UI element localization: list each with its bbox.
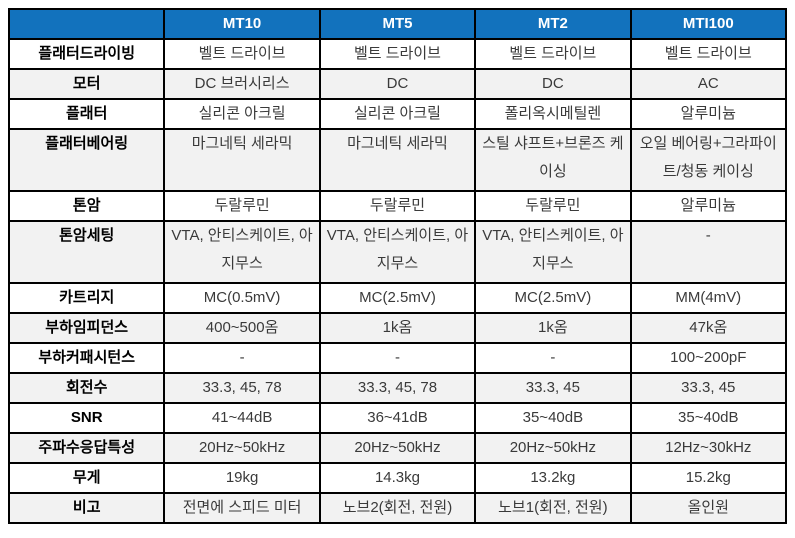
spec-cell: 마그네틱 세라믹 [318,128,477,192]
row-label-tonearm: 톤암 [7,190,166,222]
row-label-frequency-response: 주파수응답특성 [7,432,166,464]
spec-cell: DC 브러시리스 [163,68,321,100]
spec-cell: 400~500옴 [163,312,321,344]
row-label-snr: SNR [7,402,166,434]
spec-cell: 벨트 드라이브 [629,38,788,70]
row-label-weight: 무게 [7,462,166,494]
spec-cell: MC(2.5mV) [318,282,477,314]
spec-cell: 41~44dB [163,402,321,434]
table-row-snr: SNR 41~44dB 36~41dB 35~40dB 35~40dB [7,402,788,434]
table-row-platter-driving: 플래터드라이빙 벨트 드라이브 벨트 드라이브 벨트 드라이브 벨트 드라이브 [7,38,788,70]
spec-cell: 33.3, 45 [474,372,632,404]
spec-cell: 20Hz~50kHz [318,432,477,464]
table-row-weight: 무게 19kg 14.3kg 13.2kg 15.2kg [7,462,788,494]
spec-cell: DC [318,68,477,100]
table-row-load-impedance: 부하임피던스 400~500옴 1k옴 1k옴 47k옴 [7,312,788,344]
spec-cell: 스틸 샤프트+브론즈 케이싱 [474,128,632,192]
table-row-tonearm: 톤암 두랄루민 두랄루민 두랄루민 알루미늄 [7,190,788,222]
spec-cell: VTA, 안티스케이트, 아지무스 [474,220,632,284]
row-label-load-impedance: 부하임피던스 [7,312,166,344]
spec-cell: 33.3, 45, 78 [163,372,321,404]
spec-cell: - [163,342,321,374]
spec-cell: 20Hz~50kHz [163,432,321,464]
spec-cell: 1k옴 [318,312,477,344]
spec-cell: 15.2kg [629,462,788,494]
row-label-rpm: 회전수 [7,372,166,404]
spec-cell: 벨트 드라이브 [318,38,477,70]
header-row: MT10 MT5 MT2 MTI100 [7,8,788,40]
spec-cell: DC [474,68,632,100]
spec-cell: 전면에 스피드 미터 [163,492,321,524]
table-row-load-capacitance: 부하커패시턴스 - - - 100~200pF [7,342,788,374]
table-row-rpm: 회전수 33.3, 45, 78 33.3, 45, 78 33.3, 45 3… [7,372,788,404]
spec-cell: 33.3, 45, 78 [318,372,477,404]
spec-cell: 두랄루민 [474,190,632,222]
spec-cell: 35~40dB [474,402,632,434]
spec-cell: 알루미늄 [629,190,788,222]
column-header-mt10: MT10 [163,8,321,40]
spec-cell: MC(2.5mV) [474,282,632,314]
spec-comparison-table: MT10 MT5 MT2 MTI100 플래터드라이빙 벨트 드라이브 벨트 드… [7,8,788,524]
spec-cell: 33.3, 45 [629,372,788,404]
spec-cell: 벨트 드라이브 [163,38,321,70]
spec-cell: 실리콘 아크릴 [318,98,477,130]
spec-cell: - [629,220,788,284]
spec-cell: 100~200pF [629,342,788,374]
spec-cell: 1k옴 [474,312,632,344]
column-header-mt2: MT2 [474,8,632,40]
spec-cell: 마그네틱 세라믹 [163,128,321,192]
spec-cell: VTA, 안티스케이트, 아지무스 [163,220,321,284]
row-label-load-capacitance: 부하커패시턴스 [7,342,166,374]
spec-cell: 알루미늄 [629,98,788,130]
row-label-platter-driving: 플래터드라이빙 [7,38,166,70]
column-header-mti100: MTI100 [629,8,788,40]
spec-cell: 35~40dB [629,402,788,434]
spec-cell: 47k옴 [629,312,788,344]
row-label-cartridge: 카트리지 [7,282,166,314]
spec-cell: 오일 베어링+그라파이트/청동 케이싱 [629,128,788,192]
header-corner-cell [7,8,166,40]
spec-cell: 20Hz~50kHz [474,432,632,464]
row-label-remarks: 비고 [7,492,166,524]
spec-cell: 폴리옥시메틸렌 [474,98,632,130]
row-label-motor: 모터 [7,68,166,100]
row-label-platter: 플래터 [7,98,166,130]
spec-cell: 벨트 드라이브 [474,38,632,70]
table-row-motor: 모터 DC 브러시리스 DC DC AC [7,68,788,100]
spec-cell: 13.2kg [474,462,632,494]
spec-cell: 14.3kg [318,462,477,494]
spec-cell: 노브1(회전, 전원) [474,492,632,524]
spec-cell: AC [629,68,788,100]
spec-cell: MC(0.5mV) [163,282,321,314]
row-label-tonearm-setting: 톤암세팅 [7,220,166,284]
table-row-tonearm-setting: 톤암세팅 VTA, 안티스케이트, 아지무스 VTA, 안티스케이트, 아지무스… [7,220,788,284]
column-header-mt5: MT5 [318,8,477,40]
spec-cell: MM(4mV) [629,282,788,314]
spec-cell: - [474,342,632,374]
table-row-platter-bearing: 플래터베어링 마그네틱 세라믹 마그네틱 세라믹 스틸 샤프트+브론즈 케이싱 … [7,128,788,192]
spec-cell: VTA, 안티스케이트, 아지무스 [318,220,477,284]
spec-cell: 두랄루민 [163,190,321,222]
table-row-cartridge: 카트리지 MC(0.5mV) MC(2.5mV) MC(2.5mV) MM(4m… [7,282,788,314]
spec-cell: 실리콘 아크릴 [163,98,321,130]
row-label-platter-bearing: 플래터베어링 [7,128,166,192]
spec-cell: 19kg [163,462,321,494]
table-row-platter: 플래터 실리콘 아크릴 실리콘 아크릴 폴리옥시메틸렌 알루미늄 [7,98,788,130]
spec-cell: - [318,342,477,374]
spec-cell: 노브2(회전, 전원) [318,492,477,524]
spec-cell: 올인원 [629,492,788,524]
table-row-remarks: 비고 전면에 스피드 미터 노브2(회전, 전원) 노브1(회전, 전원) 올인… [7,492,788,524]
spec-cell: 두랄루민 [318,190,477,222]
spec-cell: 12Hz~30kHz [629,432,788,464]
spec-cell: 36~41dB [318,402,477,434]
table-row-frequency-response: 주파수응답특성 20Hz~50kHz 20Hz~50kHz 20Hz~50kHz… [7,432,788,464]
